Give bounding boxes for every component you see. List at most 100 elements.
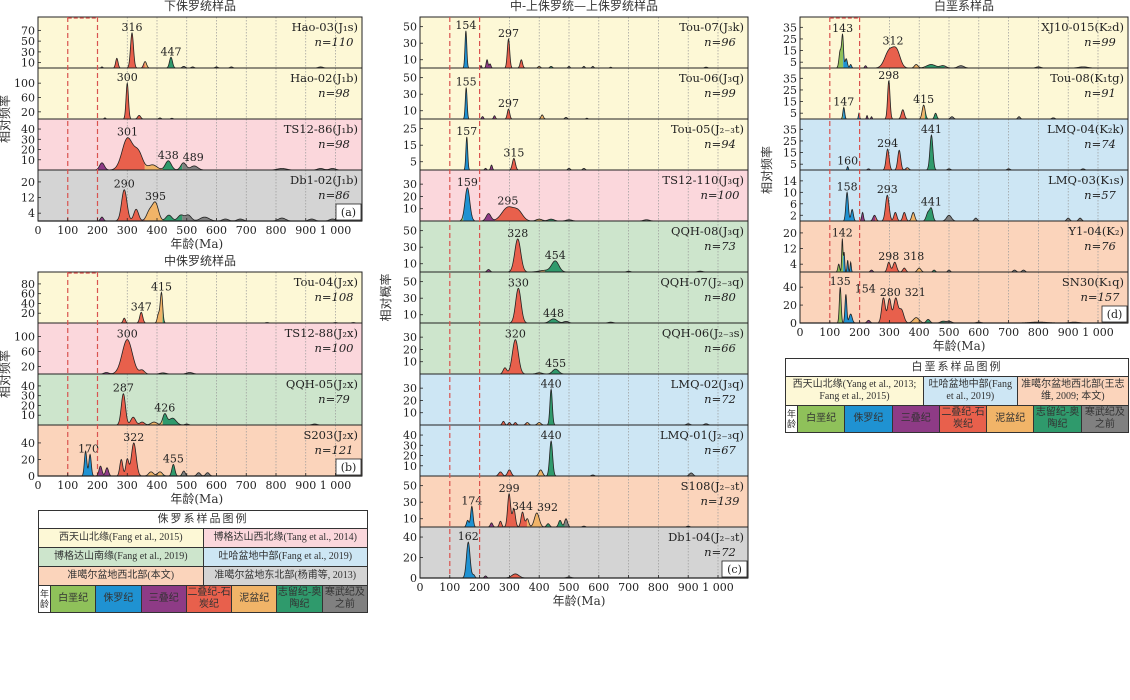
y-tick-label: 30 [403, 439, 417, 452]
age-period-fill [112, 442, 145, 476]
x-tick-label: 400 [529, 581, 550, 594]
legend-region-junggar-northeast: 准噶尔盆地东北部(杨甫等, 2013) [203, 567, 367, 585]
sample-count: n=79 [318, 392, 350, 406]
peak-age-label: 392 [537, 501, 558, 514]
peak-age-label: 147 [833, 95, 854, 108]
age-period-fill [924, 319, 945, 323]
y-axis-label: 相对频率 [0, 95, 12, 143]
peak-age-label: 298 [878, 250, 899, 263]
x-tick-label: 500 [559, 581, 580, 594]
age-period-fill [479, 59, 496, 68]
track-background [38, 17, 362, 68]
y-tick-label: 10 [403, 203, 417, 216]
y-tick-label: 25 [403, 123, 417, 136]
age-period-fill [495, 421, 527, 425]
x-tick-label: 800 [648, 581, 669, 594]
y-tick-label: 20 [403, 450, 417, 463]
y-tick-label: 30 [21, 133, 35, 146]
legend-period-devonian: 泥盆纪 [232, 586, 278, 612]
panel-label: (a) [341, 206, 356, 219]
x-tick-label: 300 [117, 479, 138, 492]
age-period-fill [479, 269, 496, 272]
legend-period-cambrian-older: 寒武纪及之前 [322, 586, 367, 612]
legend-period-silurian-ordovician: 志留纪-奥陶纪 [1034, 406, 1082, 432]
peak-age-label: 318 [903, 250, 924, 263]
y-tick-label: 25 [783, 135, 797, 148]
panel-label-box [1101, 305, 1128, 323]
y-tick-label: 30 [21, 390, 35, 403]
sample-name: QQH-07(J₂₋₃q) [660, 275, 744, 289]
sample-count: n=57 [1084, 188, 1116, 202]
panel-title: 中-上侏罗统—上侏罗统样品 [510, 0, 658, 13]
peak-age-label: 321 [905, 286, 926, 299]
x-tick-label: 600 [206, 224, 227, 237]
y-tick-label: 4 [28, 207, 35, 220]
age-period-fill [162, 160, 183, 170]
age-period-fill [875, 297, 907, 323]
legend-cretaceous: 白垩系样品图例 西天山北缘(Yang et al., 2013; Fang et… [785, 358, 1129, 433]
legend-period-devonian: 泥盆纪 [987, 406, 1035, 432]
legend-period-cambrian-older: 寒武纪及之前 [1081, 406, 1128, 432]
age-period-fill [479, 522, 496, 527]
sample-count: n=67 [704, 443, 736, 457]
y-tick-label: 100 [14, 331, 35, 344]
panel-title: 白垩系样品 [934, 0, 994, 13]
y-tick-label: 35 [783, 72, 797, 85]
sample-count: n=91 [1084, 86, 1116, 100]
x-tick-label: 200 [849, 326, 870, 339]
sample-track: 10 30 50 155 297 Tou-06(J₃q)n=99 [403, 67, 749, 120]
y-tick-label: 30 [403, 331, 417, 344]
peak-age-label: 301 [117, 126, 138, 139]
x-tick-label: 500 [176, 224, 197, 237]
age-period-fill [162, 214, 183, 221]
y-tick-label: 15 [783, 96, 797, 109]
y-tick-label: 35 [783, 21, 797, 34]
peak-age-label: 330 [508, 276, 529, 289]
x-tick-label: 0 [417, 581, 424, 594]
y-tick-label: 0 [410, 572, 417, 585]
legend-region-junggar-northwest: 准噶尔盆地西北部(本文) [39, 567, 204, 585]
age-period-fill [544, 318, 565, 323]
y-tick-label: 20 [21, 361, 35, 374]
sample-name: TS12-86(J₁b) [284, 122, 358, 136]
sample-name: Db1-02(J₁b) [290, 173, 358, 187]
sample-name: Tou-07(J₃k) [679, 20, 744, 34]
peak-age-label: 160 [837, 155, 858, 168]
x-tick-label: 1 000 [1082, 326, 1114, 339]
peak-age-label: 174 [461, 494, 482, 507]
y-tick-label: 10 [21, 409, 35, 422]
peak-age-label: 158 [837, 180, 858, 193]
peak-age-label: 395 [145, 190, 166, 203]
track-background [420, 170, 748, 221]
track-background [38, 119, 362, 170]
legend-region-bogda-northwest: 博格达山西北缘(Tang et al., 2014) [203, 529, 367, 547]
y-tick-label: 12 [783, 243, 797, 256]
age-period-fill [495, 573, 527, 578]
y-tick-label: 50 [403, 276, 417, 289]
x-axis-label: 年龄(Ma) [170, 492, 223, 506]
age-period-fill [800, 34, 844, 68]
sample-count: n=110 [315, 35, 354, 49]
y-tick-label: 60 [21, 288, 35, 301]
x-tick-label: 900 [295, 479, 316, 492]
y-tick-label: 10 [21, 57, 35, 70]
age-period-fill [463, 506, 480, 527]
sample-count: n=139 [701, 494, 740, 508]
y-tick-label: 40 [21, 297, 35, 310]
sample-name: Y1-04(K₂) [1067, 224, 1124, 238]
age-period-fill [843, 252, 860, 272]
y-tick-label: 20 [21, 144, 35, 157]
track-background [800, 68, 1128, 119]
track-background [420, 272, 748, 323]
legend-period-cretaceous: 白垩纪 [798, 406, 846, 432]
age-period-fill [906, 64, 925, 68]
track-background [420, 476, 748, 527]
y-tick-label: 60 [21, 346, 35, 359]
x-tick-label: 800 [266, 479, 287, 492]
